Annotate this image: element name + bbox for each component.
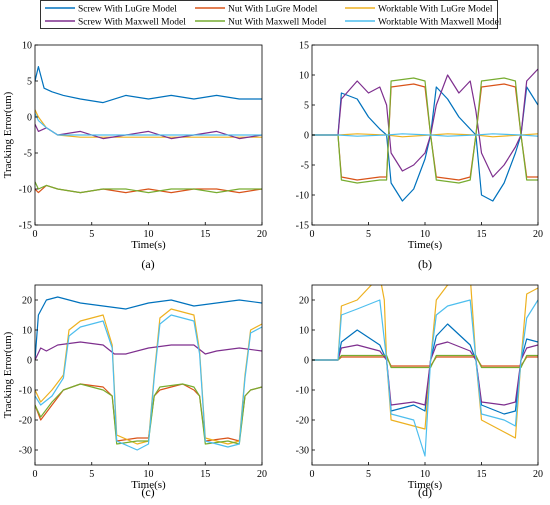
x-tick-label: 15 — [200, 469, 210, 480]
chart-panel: 0 5 10 15 20 -30 -20 -10 0 10 20 Time(s) Tracking Er… — [2, 284, 267, 499]
y-tick-label: 20 — [299, 296, 309, 307]
x-tick-label: 20 — [257, 229, 267, 240]
legend-label: Screw With LuGre Model — [78, 5, 177, 15]
series-line — [312, 323, 538, 415]
series-line — [35, 109, 262, 138]
legend-frame — [40, 0, 498, 29]
series-line — [312, 341, 538, 406]
y-tick-label: -10 — [296, 191, 309, 202]
y-tick-label: 0 — [27, 113, 32, 124]
y-tick-label: 10 — [22, 326, 32, 337]
series-group — [35, 65, 262, 194]
x-tick-label: 0 — [310, 469, 315, 480]
x-tick-label: 5 — [366, 469, 371, 480]
series-line — [35, 383, 262, 442]
y-tick-label: 15 — [299, 41, 309, 52]
x-tick-label: 5 — [366, 229, 371, 240]
x-tick-label: 0 — [33, 469, 38, 480]
x-axis-label: Time(s) — [131, 479, 166, 491]
x-tick-label: 20 — [533, 229, 543, 240]
series-line — [312, 356, 538, 367]
y-tick-label: 10 — [22, 41, 32, 52]
panel-label: (c) — [141, 485, 154, 499]
series-line — [35, 184, 262, 194]
y-tick-label: -10 — [296, 386, 309, 397]
x-tick-label: 15 — [477, 469, 487, 480]
series-line — [35, 181, 262, 194]
panel-label: (b) — [418, 257, 432, 271]
legend-label: Worktable With Maxwell Model — [378, 18, 502, 28]
y-tick-label: -10 — [19, 185, 32, 196]
x-tick-label: 5 — [89, 469, 94, 480]
y-axis-label: Tracking Error(um) — [2, 91, 14, 178]
series-line — [35, 296, 262, 361]
y-tick-label: 20 — [22, 296, 32, 307]
y-tick-label: -20 — [296, 416, 309, 427]
panel-label: (a) — [141, 257, 154, 271]
y-tick-label: -20 — [19, 416, 32, 427]
y-tick-label: 10 — [299, 71, 309, 82]
series-line — [312, 68, 538, 178]
y-tick-label: 0 — [304, 131, 309, 142]
legend-label: Nut With LuGre Model — [228, 5, 318, 15]
y-tick-label: 0 — [27, 356, 32, 367]
x-tick-label: 15 — [200, 229, 210, 240]
x-tick-label: 15 — [477, 229, 487, 240]
series-line — [312, 86, 538, 202]
x-tick-label: 0 — [33, 229, 38, 240]
series-line — [35, 65, 262, 104]
x-tick-label: 20 — [257, 469, 267, 480]
series-line — [312, 299, 538, 457]
x-tick-label: 10 — [144, 469, 154, 480]
y-tick-label: -10 — [19, 386, 32, 397]
y-tick-label: -15 — [296, 221, 309, 232]
x-axis-label: Time(s) — [408, 479, 443, 491]
series-line — [312, 77, 538, 184]
y-tick-label: -15 — [19, 221, 32, 232]
series-line — [312, 354, 538, 369]
y-tick-label: -30 — [19, 446, 32, 457]
series-line — [35, 113, 262, 136]
y-tick-label: -5 — [24, 149, 32, 160]
x-tick-label: 10 — [144, 229, 154, 240]
y-tick-label: 5 — [304, 101, 309, 112]
x-tick-label: 10 — [420, 469, 430, 480]
x-tick-label: 20 — [533, 469, 543, 480]
y-axis-label: Tracking Error(um) — [2, 331, 14, 418]
x-axis-label: Time(s) — [131, 239, 166, 251]
series-line — [312, 133, 538, 137]
series-group — [312, 285, 538, 457]
series-line — [35, 314, 262, 451]
x-tick-label: 10 — [420, 229, 430, 240]
chart-panel: 0 5 10 15 20 -30 -20 -10 0 10 20 Time(s)(d) — [296, 284, 543, 499]
y-tick-label: -5 — [301, 161, 309, 172]
series-line — [35, 341, 262, 361]
series-line — [35, 383, 262, 445]
plot-frame — [311, 284, 539, 466]
y-tick-label: -30 — [296, 446, 309, 457]
series-group — [35, 296, 262, 451]
legend-label: Nut With Maxwell Model — [228, 18, 327, 28]
legend-label: Screw With Maxwell Model — [78, 18, 186, 28]
chart-panel: 0 5 10 15 20 -15 -10 -5 0 5 10 15 Time(s) (b) — [296, 41, 543, 272]
series-group — [312, 68, 538, 202]
x-tick-label: 5 — [89, 229, 94, 240]
legend: Screw With LuGre Model Nut With LuGre Mod… — [40, 0, 502, 29]
legend-label: Worktable With LuGre Model — [378, 5, 493, 15]
series-line — [35, 308, 262, 445]
y-tick-label: 10 — [299, 326, 309, 337]
panel-label: (d) — [418, 485, 432, 499]
x-tick-label: 0 — [310, 229, 315, 240]
y-tick-label: 0 — [304, 356, 309, 367]
y-tick-label: 5 — [27, 77, 32, 88]
x-axis-label: Time(s) — [408, 239, 443, 251]
